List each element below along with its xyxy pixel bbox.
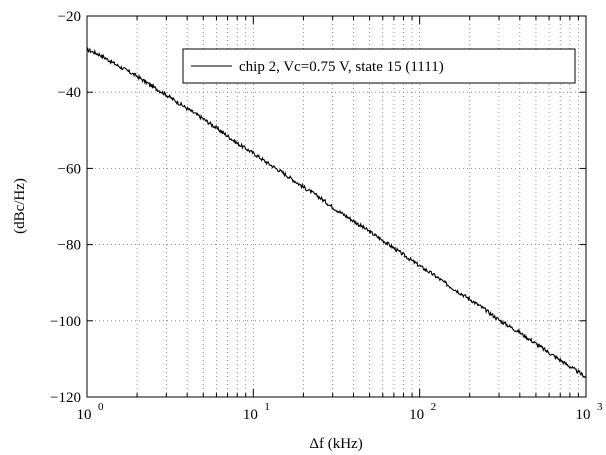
axis-ticks bbox=[87, 15, 586, 398]
plot-frame bbox=[86, 15, 587, 398]
y-axis-label: (dBc/Hz) bbox=[12, 178, 28, 234]
y-tick-label: −80 bbox=[58, 238, 81, 254]
legend-label: chip 2, Vc=0.75 V, state 15 (1111) bbox=[239, 59, 444, 75]
x-tick-exponent: 0 bbox=[98, 401, 104, 413]
y-tick-label: −20 bbox=[58, 9, 81, 25]
x-tick-label: 10 bbox=[409, 407, 424, 423]
series-layer bbox=[86, 47, 587, 378]
tick-labels: −120 −100 −80 −60 −40 −20 10 0 10 1 10 2 10 3 bbox=[50, 9, 603, 423]
x-tick-label: 10 bbox=[243, 407, 258, 423]
x-tick-label: 10 bbox=[77, 407, 92, 423]
x-axis-label: Δf (kHz) bbox=[309, 436, 362, 452]
y-tick-label: −40 bbox=[58, 85, 81, 101]
x-tick-label: 10 bbox=[576, 407, 591, 423]
y-tick-label: −100 bbox=[50, 314, 81, 330]
series-line bbox=[86, 47, 587, 378]
y-tick-label: −60 bbox=[58, 161, 81, 177]
x-tick-exponent: 3 bbox=[597, 401, 603, 413]
legend: chip 2, Vc=0.75 V, state 15 (1111) bbox=[182, 48, 576, 84]
x-tick-exponent: 1 bbox=[264, 401, 270, 413]
x-tick-exponent: 2 bbox=[431, 401, 437, 413]
legend-box bbox=[182, 48, 576, 84]
y-tick-label: −120 bbox=[50, 390, 81, 406]
